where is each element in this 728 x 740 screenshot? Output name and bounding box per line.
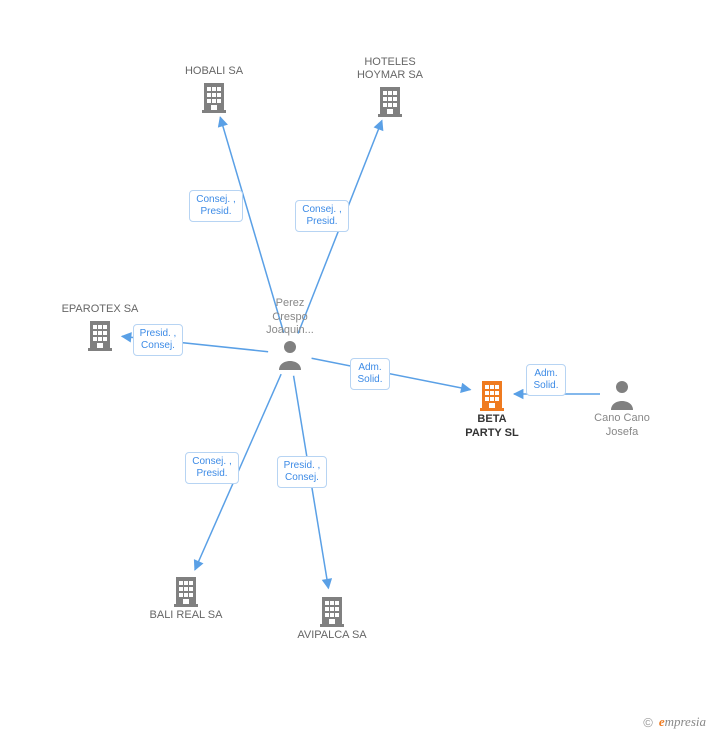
watermark: © empresia <box>643 714 706 730</box>
node-avipalca[interactable]: AVIPALCA SA <box>277 593 387 643</box>
node-label: HOTELESHOYMAR SA <box>335 56 445 84</box>
edge-label: Presid. ,Consej. <box>277 456 328 488</box>
brand-text: empresia <box>659 714 706 730</box>
diagram-stage: © empresia PerezCrespoJoaquin... Cano Ca… <box>0 0 728 740</box>
node-label: AVIPALCA SA <box>277 629 387 643</box>
node-hoymar[interactable]: HOTELESHOYMAR SA <box>335 56 445 120</box>
edge-label: Adm.Solid. <box>526 364 565 396</box>
node-label: EPAROTEX SA <box>45 303 155 317</box>
node-label: BETAPARTY SL <box>437 413 547 441</box>
node-hobali[interactable]: HOBALI SA <box>159 65 269 115</box>
edge-label: Consej. ,Presid. <box>295 200 348 232</box>
edge-label: Adm.Solid. <box>350 358 389 390</box>
node-perez[interactable]: PerezCrespoJoaquin... <box>235 297 345 372</box>
node-label: Cano CanoJosefa <box>567 412 677 440</box>
edge-label: Consej. ,Presid. <box>185 452 238 484</box>
node-label: PerezCrespoJoaquin... <box>235 297 345 338</box>
copyright-symbol: © <box>643 715 653 730</box>
node-cano[interactable]: Cano CanoJosefa <box>567 378 677 440</box>
edge-label: Presid. ,Consej. <box>133 324 184 356</box>
edge-label: Consej. ,Presid. <box>189 190 242 222</box>
node-label: BALI REAL SA <box>131 609 241 623</box>
node-label: HOBALI SA <box>159 65 269 79</box>
node-bali[interactable]: BALI REAL SA <box>131 573 241 623</box>
